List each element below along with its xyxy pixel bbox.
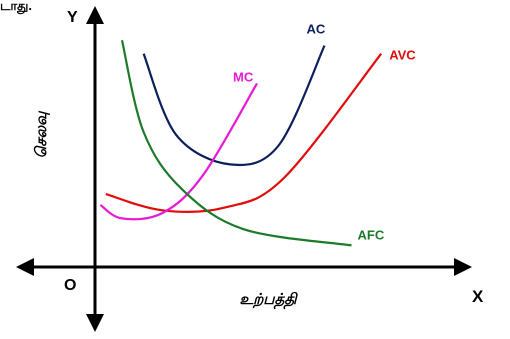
ac-curve [142,45,326,167]
avc-label: AVC [389,48,416,63]
afc-curve [120,39,352,247]
y-axis-top-arrow [86,6,104,24]
y-axis-title: செலவு [33,110,50,158]
header-fragment: டாது. [0,0,32,14]
x-axis-left-arrow [16,258,34,276]
series-layer: AC AVC MC AFC [99,22,416,247]
x-axis-title: உற்பத்தி [239,291,298,310]
x-axis-right-arrow [454,258,472,276]
origin-letter: O [64,277,76,294]
afc-label: AFC [358,227,385,242]
y-axis-bottom-arrow [86,314,104,332]
mc-label: MC [233,69,254,84]
ac-label: AC [307,22,326,37]
avc-curve [105,53,383,213]
y-axis-letter: Y [67,9,78,26]
mc-curve [99,82,258,221]
x-axis-letter: X [472,287,484,306]
